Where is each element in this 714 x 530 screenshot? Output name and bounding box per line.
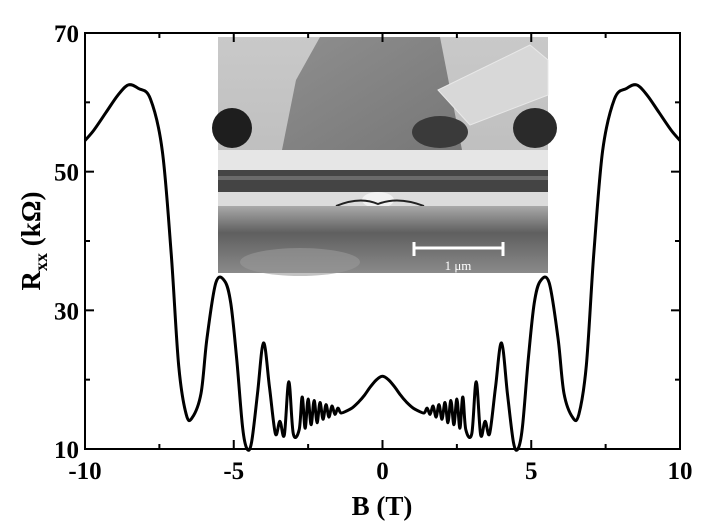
scale-bar-label: 1 μm: [445, 258, 472, 273]
x-tick-label: -10: [68, 458, 101, 485]
rxx-curve: [83, 83, 682, 452]
y-tick-label: 50: [54, 160, 79, 187]
x-tick-label: 10: [668, 458, 693, 485]
y-tick-label: 70: [54, 21, 79, 48]
y-axis-title-sub: xx: [31, 253, 51, 271]
x-tick-label: -5: [223, 458, 244, 485]
y-axis-title: Rxx (kΩ): [16, 192, 51, 291]
x-axis-title: B (T): [352, 491, 413, 521]
x-tick-label: 0: [376, 458, 389, 485]
inset-sem-image: 1 μm: [212, 37, 557, 276]
axis-ticks: [84, 32, 681, 450]
y-tick-labels: 10 30 50 70: [54, 21, 79, 464]
x-tick-labels: -10 -5 0 5 10: [68, 458, 692, 485]
y-axis-title-main: R: [16, 270, 46, 290]
y-axis-title-unit: (kΩ): [16, 192, 46, 253]
y-tick-label: 10: [54, 437, 79, 464]
y-tick-label: 30: [54, 298, 79, 325]
x-tick-label: 5: [525, 458, 538, 485]
